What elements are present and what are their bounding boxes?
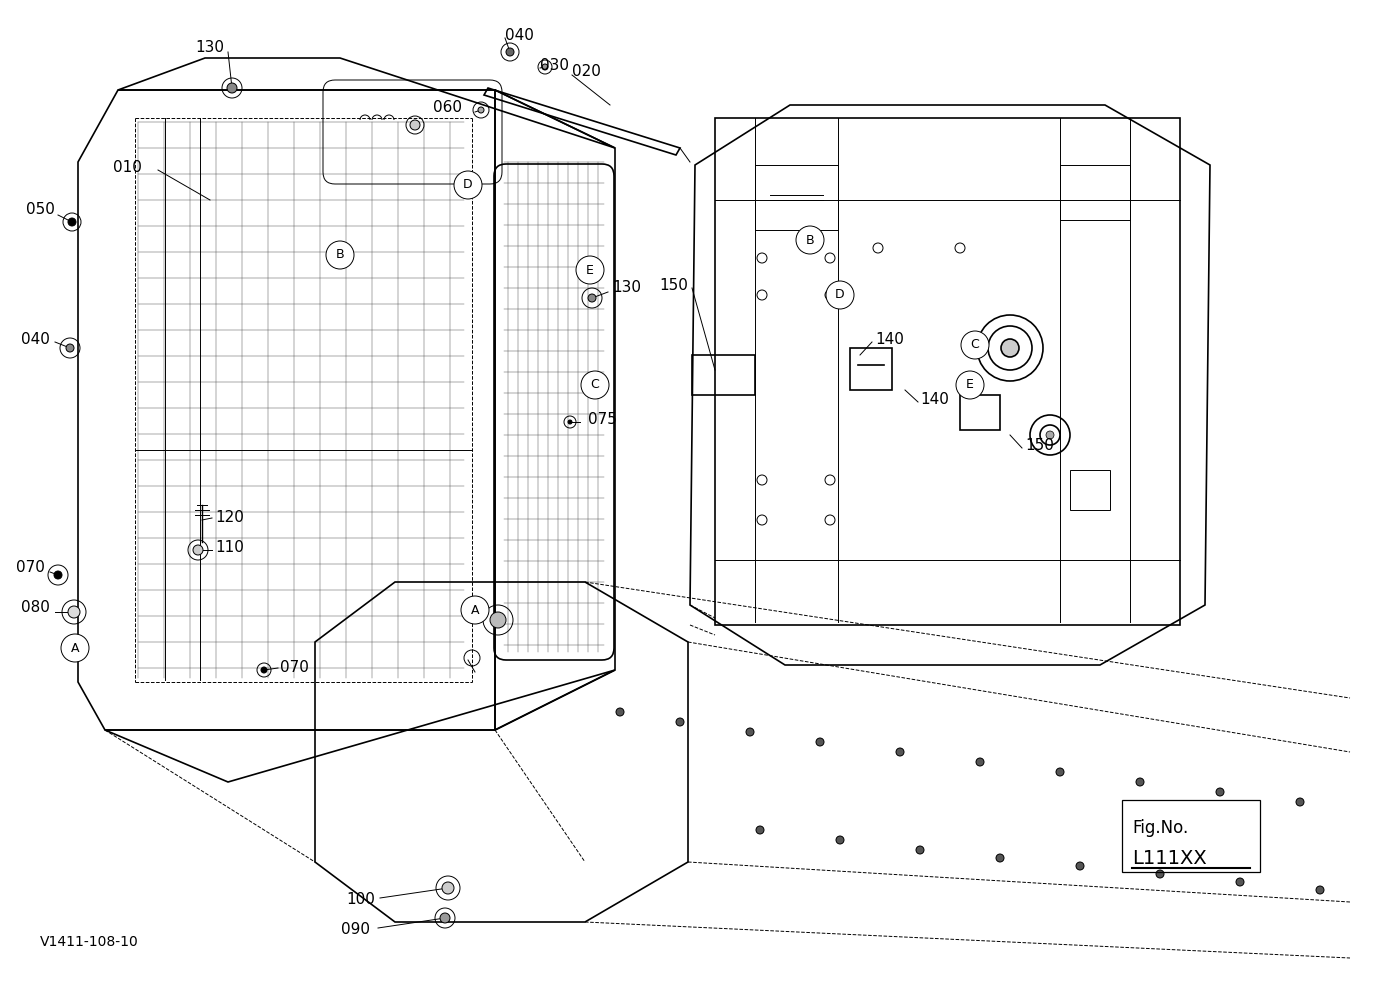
Text: D: D xyxy=(463,178,473,191)
Circle shape xyxy=(1156,870,1164,878)
Text: C: C xyxy=(971,338,979,351)
Text: A: A xyxy=(70,642,79,655)
Circle shape xyxy=(756,826,764,834)
Circle shape xyxy=(1136,778,1145,786)
Circle shape xyxy=(1296,798,1305,806)
Circle shape xyxy=(454,171,483,199)
Text: 140: 140 xyxy=(920,392,949,407)
Text: B: B xyxy=(335,248,345,261)
Text: 100: 100 xyxy=(346,893,375,908)
Circle shape xyxy=(961,331,989,359)
Circle shape xyxy=(461,596,490,624)
Text: 070: 070 xyxy=(280,661,309,676)
Text: E: E xyxy=(967,378,974,391)
Circle shape xyxy=(826,281,854,309)
Circle shape xyxy=(479,107,484,113)
Text: 030: 030 xyxy=(541,57,570,72)
Text: C: C xyxy=(590,378,600,391)
Circle shape xyxy=(410,120,421,130)
Text: Fig.No.: Fig.No. xyxy=(1132,819,1189,837)
Circle shape xyxy=(1236,878,1244,886)
Circle shape xyxy=(1047,431,1054,439)
Text: 060: 060 xyxy=(433,100,462,115)
Text: 080: 080 xyxy=(21,601,50,616)
Circle shape xyxy=(54,571,62,579)
Text: 040: 040 xyxy=(21,332,50,347)
Circle shape xyxy=(836,836,844,844)
Circle shape xyxy=(261,667,268,673)
Circle shape xyxy=(193,545,203,555)
Circle shape xyxy=(1316,886,1324,894)
Text: 010: 010 xyxy=(113,160,142,175)
Circle shape xyxy=(440,913,450,923)
Circle shape xyxy=(68,606,80,618)
Text: 130: 130 xyxy=(194,40,223,55)
Circle shape xyxy=(490,612,506,628)
Circle shape xyxy=(506,48,514,56)
Text: 150: 150 xyxy=(659,277,688,292)
Text: L111XX: L111XX xyxy=(1132,849,1207,868)
Circle shape xyxy=(68,218,76,226)
Circle shape xyxy=(996,854,1004,862)
Text: 150: 150 xyxy=(1025,437,1054,452)
Circle shape xyxy=(676,718,684,726)
Circle shape xyxy=(66,344,74,352)
Bar xyxy=(1123,800,1260,872)
Circle shape xyxy=(976,758,985,766)
Circle shape xyxy=(1056,768,1065,776)
Circle shape xyxy=(896,748,905,756)
Circle shape xyxy=(443,882,454,894)
Circle shape xyxy=(1216,788,1225,796)
Circle shape xyxy=(581,371,610,399)
Text: B: B xyxy=(805,233,815,246)
Circle shape xyxy=(956,371,985,399)
Text: A: A xyxy=(470,604,480,617)
Circle shape xyxy=(576,256,604,284)
Circle shape xyxy=(228,83,237,93)
Text: 070: 070 xyxy=(17,561,46,576)
Circle shape xyxy=(916,846,924,854)
Text: 130: 130 xyxy=(612,280,641,295)
Text: 140: 140 xyxy=(876,332,903,347)
Text: 075: 075 xyxy=(587,412,616,427)
Circle shape xyxy=(1076,862,1084,870)
Circle shape xyxy=(796,226,825,254)
Circle shape xyxy=(746,728,754,736)
Text: V1411-108-10: V1411-108-10 xyxy=(40,935,139,949)
Circle shape xyxy=(616,708,625,716)
Text: E: E xyxy=(586,263,594,276)
Text: 090: 090 xyxy=(341,923,370,938)
Circle shape xyxy=(542,64,547,70)
Circle shape xyxy=(1001,339,1019,357)
Text: 020: 020 xyxy=(572,64,601,79)
Text: 120: 120 xyxy=(215,511,244,526)
Circle shape xyxy=(587,294,596,302)
Text: 050: 050 xyxy=(26,202,55,217)
Circle shape xyxy=(325,241,354,269)
Circle shape xyxy=(61,634,90,662)
Text: 040: 040 xyxy=(505,27,534,42)
Circle shape xyxy=(816,738,825,746)
Text: D: D xyxy=(836,288,845,301)
Circle shape xyxy=(568,420,572,424)
Text: 110: 110 xyxy=(215,541,244,556)
